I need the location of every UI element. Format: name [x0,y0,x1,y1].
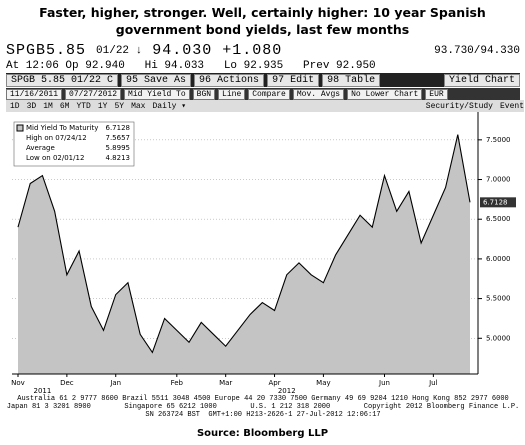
legend-value: 7.5657 [106,134,131,142]
legend-label: Mid Yield To Maturity [26,124,98,132]
x-tick-label: Feb [171,379,184,387]
legend-value: 4.8213 [106,154,131,162]
y-tick-label: 7.0000 [486,176,511,184]
chart: 5.0000 5.5000 6.0000 6.5000 7.0000 7.5000 6.71… [6,112,520,395]
legend-label: Low on 02/01/12 [26,154,84,162]
button[interactable]: 6M [59,101,70,111]
button[interactable]: Line [218,88,246,100]
legend-label: High on 07/24/12 [26,134,87,142]
terminal: SPGB5.85 01/22 ↓ 94.030 +1.080 93.730/94.330… [6,42,524,422]
button[interactable]: 11/16/2011 [6,88,63,100]
y-tick-label: 5.5000 [486,295,511,303]
button[interactable]: Event [499,101,524,111]
legend-swatch [16,124,24,132]
button[interactable]: 98 Table [322,73,381,87]
settings-row: 11/16/2011 07/27/2012 Mid Yield To BGN Line C… [6,88,520,100]
quote-field: +1.080 [222,42,283,59]
quote-field: 93.730/94.330 [434,44,520,57]
last-value-box [480,197,516,208]
legend-value: 6.7128 [106,124,131,132]
last-value-label: 6.7128 [483,198,508,206]
button[interactable]: SPGB 5.85 01/22 C [6,73,119,87]
y-tick-label: 6.5000 [486,215,511,223]
button[interactable]: Max [131,101,146,111]
y-tick-label: 6.0000 [486,255,511,263]
x-tick-label: Dec [60,379,74,387]
button[interactable]: Compare [248,88,290,100]
button[interactable]: 96 Actions [194,73,265,87]
year-label: 2012 [278,387,296,395]
footer-line: Australia 61 2 9777 8600 Brazil 5511 304… [17,395,509,403]
source: Source: Bloomberg LLP [196,428,329,439]
footer: Australia 61 2 9777 8600 Brazil 5511 304… [6,395,520,419]
x-tick-label: May [316,379,330,387]
button[interactable]: Mid Yield To [124,88,190,100]
x-tick-label: Jun [378,379,390,387]
button[interactable]: Mov. Avgs [292,88,345,100]
x-tick-label: Jan [109,379,121,387]
quote-line: SPGB5.85 01/22 ↓ 94.030 +1.080 93.730/94.330 [6,42,520,59]
legend-value: 5.8995 [106,144,131,152]
button[interactable]: 1Y [97,101,108,111]
legend-label: Average [26,144,55,152]
button[interactable]: EUR [425,88,448,100]
button[interactable]: Security/Study [425,101,493,111]
line [17,134,471,354]
period-row: 1D 3D 1M 6M YTD 1Y 5Y Max Daily ▾ Security/Study E… [6,100,524,112]
toolbar: SPGB 5.85 01/22 C 95 Save As 96 Actions 97 … [6,73,520,87]
area [18,134,470,374]
button[interactable]: 95 Save As [121,73,192,87]
quote-field: 01/22 ↓ [96,44,143,57]
footer-line: SN 263724 BST GMT+1:00 H213-2626-1 27-Ju… [145,411,381,419]
button[interactable]: 3D [26,101,37,111]
y-tick-label: 5.0000 [486,334,511,342]
button[interactable]: 07/27/2012 [65,88,122,100]
button[interactable]: YTD [76,101,91,111]
quote-field: 94.030 [152,42,213,59]
x-tick-label: Apr [268,379,280,387]
button[interactable]: 97 Edit [267,73,320,87]
x-tick-label: Mar [219,379,232,387]
legend-box [13,121,135,167]
button[interactable]: No Lower Chart [347,88,423,100]
footer-line: Japan 81 3 3201 8900 Singapore 65 6212 1… [6,403,520,411]
x-tick-label: Jul [428,379,438,387]
x-tick-label: Nov [11,379,25,387]
button[interactable]: Yield Chart [443,73,520,87]
quote-field: SPGB5.85 [6,42,87,59]
button[interactable]: BGN [192,88,216,100]
button[interactable]: 5Y [114,101,125,111]
stats-line: At 12:06 Op 92.940 Hi 94.033 Lo 92.935 P… [6,59,376,72]
button[interactable]: 1M [43,101,53,111]
year-label: 2011 [34,387,52,395]
title: Faster, higher, stronger. Well, certainl… [39,5,486,37]
button[interactable]: Daily ▾ [152,102,187,111]
y-tick-label: 7.5000 [486,136,511,144]
button[interactable]: 1D [10,101,20,111]
